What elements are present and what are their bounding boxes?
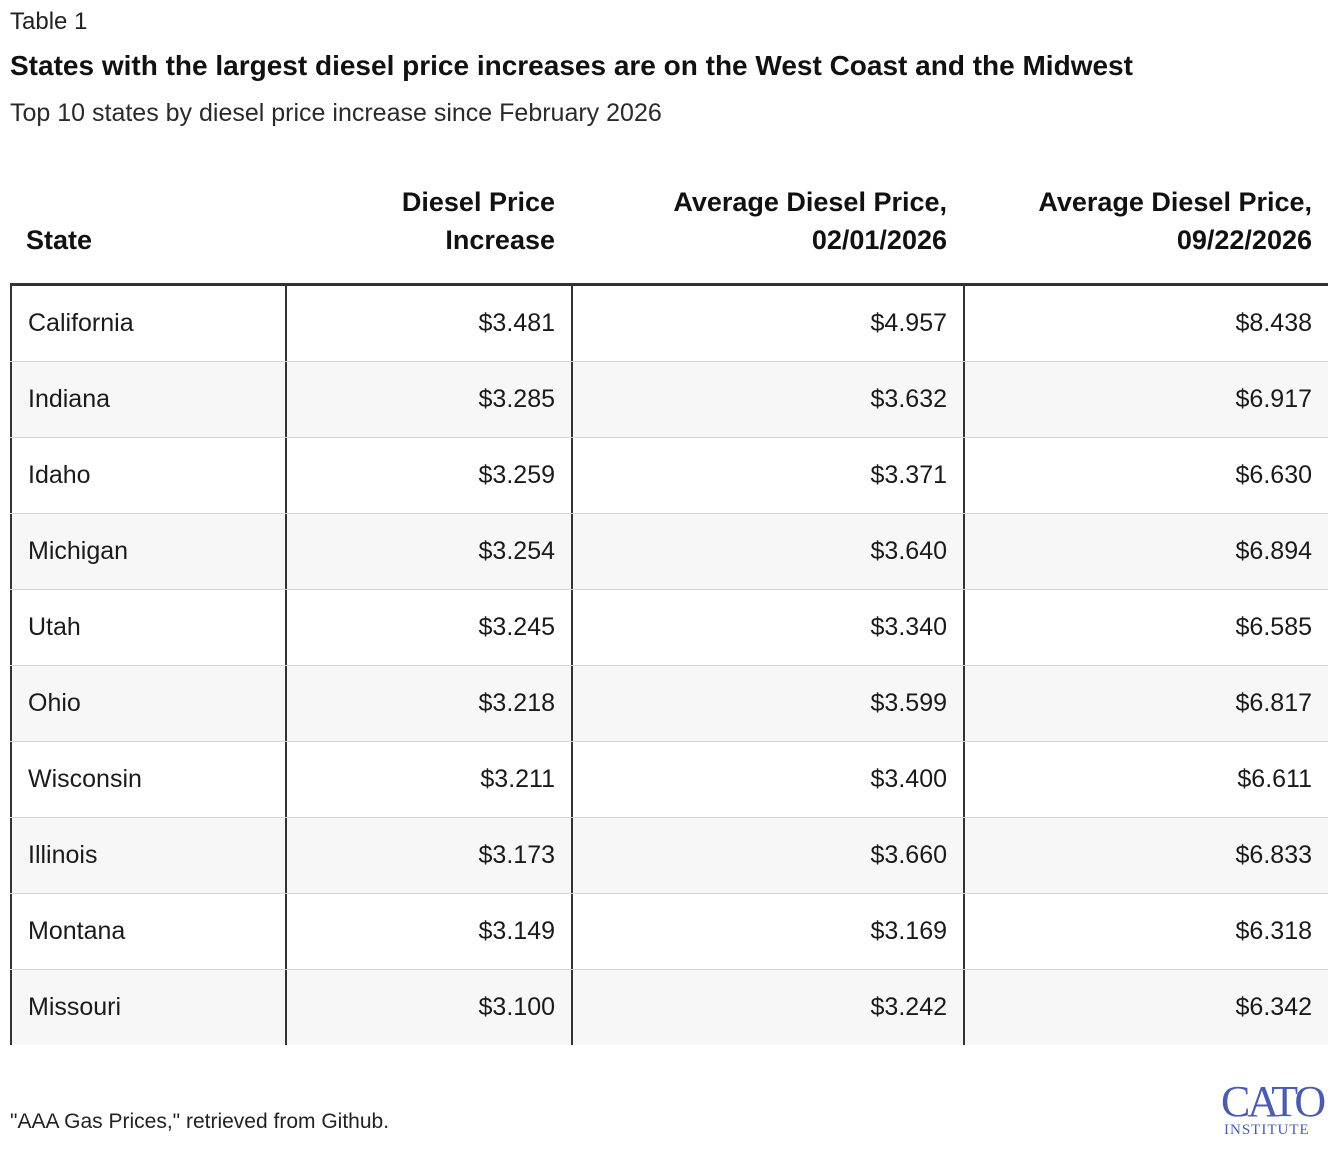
table-row: Montana $3.149 $3.169 $6.318 xyxy=(10,894,1328,970)
cell-price-sep: $6.585 xyxy=(963,590,1328,665)
cell-price-feb: $3.242 xyxy=(571,970,963,1045)
cell-price-feb: $3.400 xyxy=(571,742,963,817)
cell-price-increase: $3.245 xyxy=(285,590,571,665)
cell-price-increase: $3.149 xyxy=(285,894,571,969)
header-price-sep-line2: 09/22/2026 xyxy=(1176,225,1312,255)
cell-price-sep: $6.917 xyxy=(963,362,1328,437)
cell-price-increase: $3.259 xyxy=(285,438,571,513)
cell-price-feb: $4.957 xyxy=(571,286,963,361)
cell-price-sep: $6.611 xyxy=(963,742,1328,817)
cell-price-increase: $3.173 xyxy=(285,818,571,893)
cell-price-feb: $3.340 xyxy=(571,590,963,665)
table-row: Indiana $3.285 $3.632 $6.917 xyxy=(10,362,1328,438)
cell-state: Utah xyxy=(10,590,285,665)
cell-state: Montana xyxy=(10,894,285,969)
header-price-increase-line2: Increase xyxy=(445,225,555,255)
table-body: California $3.481 $4.957 $8.438 Indiana $3.28… xyxy=(10,286,1328,1045)
cell-price-feb: $3.632 xyxy=(571,362,963,437)
cell-price-increase: $3.254 xyxy=(285,514,571,589)
cell-state: Michigan xyxy=(10,514,285,589)
header-price-increase-line1: Diesel Price xyxy=(401,187,555,217)
cell-price-sep: $8.438 xyxy=(963,286,1328,361)
cell-price-sep: $6.342 xyxy=(963,970,1328,1045)
header-price-sep-line1: Average Diesel Price, xyxy=(1038,187,1312,217)
header-price-feb-line2: 02/01/2026 xyxy=(811,225,947,255)
cell-state: Wisconsin xyxy=(10,742,285,817)
logo-subtext: INSTITUTE xyxy=(1224,1122,1310,1138)
header-price-sep: Average Diesel Price, 09/22/2026 xyxy=(963,172,1328,283)
cell-state: Ohio xyxy=(10,666,285,741)
cell-price-sep: $6.833 xyxy=(963,818,1328,893)
cell-price-increase: $3.100 xyxy=(285,970,571,1045)
table-header-row: State Diesel Price Increase Average Dies… xyxy=(10,172,1328,286)
table-row: Idaho $3.259 $3.371 $6.630 xyxy=(10,438,1328,514)
table-title: States with the largest diesel price inc… xyxy=(10,50,1133,81)
cell-price-sep: $6.894 xyxy=(963,514,1328,589)
table-row: Illinois $3.173 $3.660 $6.833 xyxy=(10,818,1328,894)
cell-price-sep: $6.318 xyxy=(963,894,1328,969)
table-row: Missouri $3.100 $3.242 $6.342 xyxy=(10,970,1328,1045)
cell-state: Illinois xyxy=(10,818,285,893)
header-price-feb: Average Diesel Price, 02/01/2026 xyxy=(571,172,963,283)
header-price-feb-line1: Average Diesel Price, xyxy=(673,187,947,217)
table-subtitle: Top 10 states by diesel price increase s… xyxy=(10,99,662,127)
data-table: State Diesel Price Increase Average Dies… xyxy=(10,172,1328,1045)
table-row: Utah $3.245 $3.340 $6.585 xyxy=(10,590,1328,666)
cell-price-increase: $3.285 xyxy=(285,362,571,437)
header-price-increase: Diesel Price Increase xyxy=(285,172,571,283)
cell-price-feb: $3.169 xyxy=(571,894,963,969)
cell-price-sep: $6.630 xyxy=(963,438,1328,513)
table-row: Ohio $3.218 $3.599 $6.817 xyxy=(10,666,1328,742)
table-row: California $3.481 $4.957 $8.438 xyxy=(10,286,1328,362)
table-label: Table 1 xyxy=(10,8,88,35)
table-row: Wisconsin $3.211 $3.400 $6.611 xyxy=(10,742,1328,818)
cell-state: Idaho xyxy=(10,438,285,513)
cell-price-feb: $3.640 xyxy=(571,514,963,589)
cell-price-sep: $6.817 xyxy=(963,666,1328,741)
source-note: "AAA Gas Prices," retrieved from Github. xyxy=(10,1110,390,1133)
cell-price-feb: $3.371 xyxy=(571,438,963,513)
table-row: Michigan $3.254 $3.640 $6.894 xyxy=(10,514,1328,590)
cell-price-increase: $3.218 xyxy=(285,666,571,741)
logo-wordmark: CATO xyxy=(1221,1077,1326,1126)
cell-price-increase: $3.211 xyxy=(285,742,571,817)
header-state-label: State xyxy=(26,225,93,255)
header-state: State xyxy=(10,172,285,283)
cell-price-increase: $3.481 xyxy=(285,286,571,361)
cell-state: California xyxy=(10,286,285,361)
cell-price-feb: $3.599 xyxy=(571,666,963,741)
cell-state: Indiana xyxy=(10,362,285,437)
cell-price-feb: $3.660 xyxy=(571,818,963,893)
cato-institute-logo: CATO INSTITUTE xyxy=(1216,1077,1332,1142)
cell-state: Missouri xyxy=(10,970,285,1045)
